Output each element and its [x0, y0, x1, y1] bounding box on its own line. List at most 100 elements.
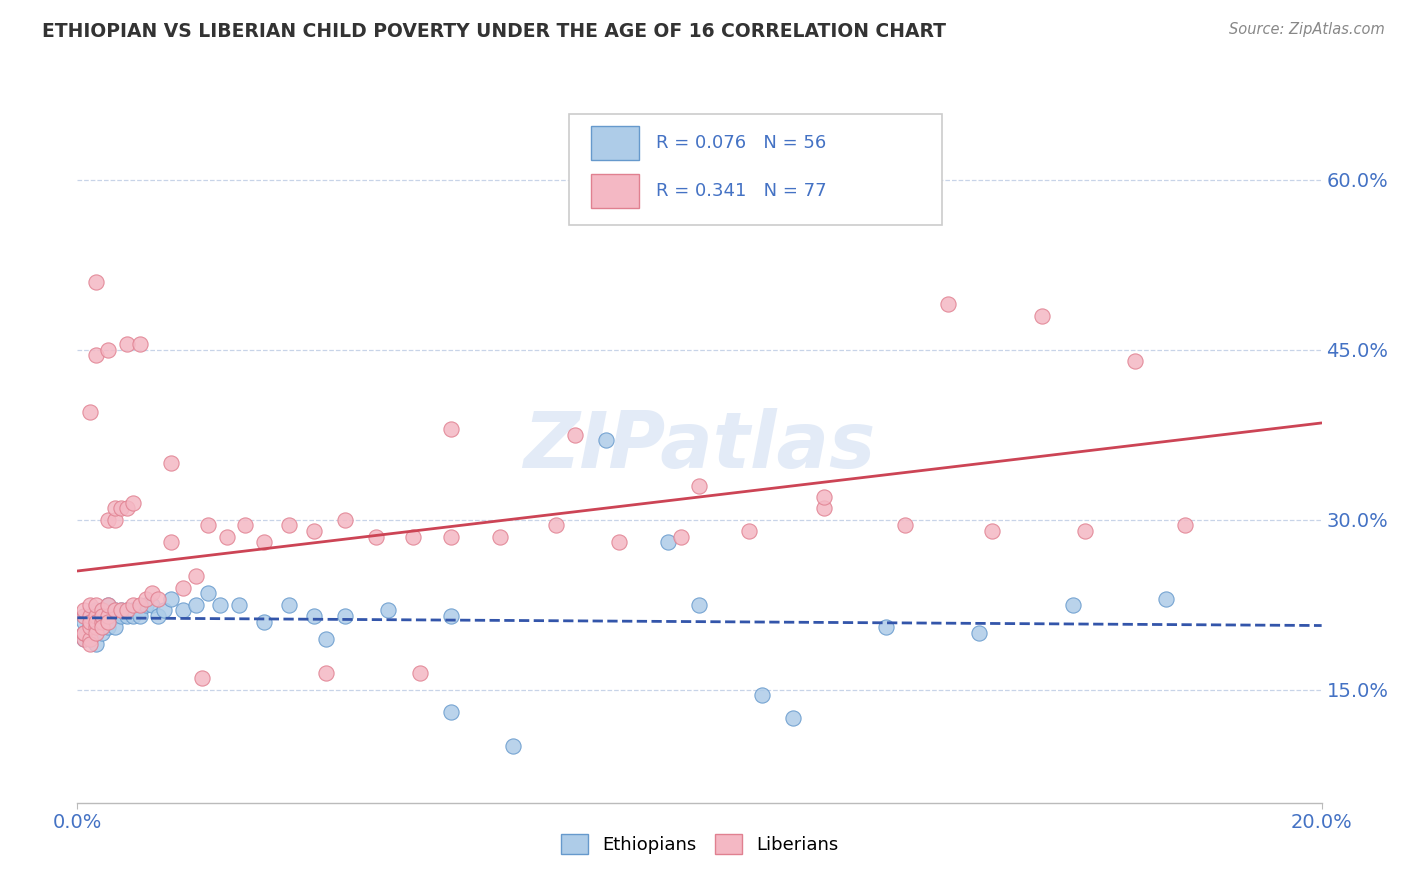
Point [104, 608, 127, 623]
Point [84, 275, 107, 289]
Point [172, 603, 194, 617]
Point [253, 535, 276, 549]
Point [91, 626, 114, 640]
Point [595, 434, 617, 448]
Point [141, 586, 163, 600]
Point [79, 608, 101, 623]
Point [135, 598, 157, 612]
Point [782, 711, 804, 725]
Point [91, 603, 114, 617]
Point [153, 603, 176, 617]
Point [115, 603, 138, 617]
Point [135, 591, 157, 606]
Point [228, 598, 250, 612]
Point [84, 615, 107, 629]
Text: R = 0.076   N = 56: R = 0.076 N = 56 [657, 134, 827, 152]
Point [440, 422, 463, 436]
Point [72, 603, 94, 617]
Point [607, 535, 630, 549]
Point [315, 665, 337, 680]
Point [159, 535, 181, 549]
Point [546, 518, 568, 533]
Point [97, 513, 120, 527]
Point [91, 603, 114, 617]
Point [72, 632, 94, 646]
Point [738, 524, 761, 538]
Point [72, 608, 94, 623]
Point [84, 603, 107, 617]
Point [1123, 354, 1146, 368]
Point [564, 427, 586, 442]
Point [159, 456, 181, 470]
Point [128, 608, 150, 623]
Point [1154, 591, 1177, 606]
Point [408, 665, 430, 680]
Point [91, 620, 114, 634]
Point [104, 603, 127, 617]
Point [79, 637, 101, 651]
Point [79, 608, 101, 623]
Point [1074, 524, 1097, 538]
Point [72, 608, 94, 623]
Point [302, 524, 325, 538]
Point [97, 608, 120, 623]
Point [502, 739, 524, 754]
Point [969, 626, 991, 640]
Point [115, 608, 138, 623]
Point [233, 518, 256, 533]
Point [84, 608, 107, 623]
Text: Source: ZipAtlas.com: Source: ZipAtlas.com [1229, 22, 1385, 37]
Point [813, 490, 835, 504]
Point [875, 620, 897, 634]
Point [669, 530, 692, 544]
Point [97, 615, 120, 629]
Point [79, 632, 101, 646]
Point [110, 501, 132, 516]
Point [148, 591, 170, 606]
Point [1062, 598, 1084, 612]
Point [84, 637, 107, 651]
Point [1031, 309, 1053, 323]
Point [197, 518, 219, 533]
Point [159, 591, 181, 606]
Point [689, 478, 711, 492]
Point [128, 337, 150, 351]
Point [813, 501, 835, 516]
Point [894, 518, 917, 533]
Point [1174, 518, 1197, 533]
Point [110, 608, 132, 623]
Point [148, 608, 170, 623]
Point [110, 603, 132, 617]
Point [84, 626, 107, 640]
Point [377, 603, 399, 617]
Text: ETHIOPIAN VS LIBERIAN CHILD POVERTY UNDER THE AGE OF 16 CORRELATION CHART: ETHIOPIAN VS LIBERIAN CHILD POVERTY UNDE… [42, 22, 946, 41]
Bar [592, 174, 638, 209]
Point [104, 620, 127, 634]
Point [91, 615, 114, 629]
Point [104, 513, 127, 527]
Point [122, 598, 145, 612]
Point [141, 598, 163, 612]
Point [440, 608, 463, 623]
Point [122, 603, 145, 617]
Point [91, 608, 114, 623]
Point [72, 632, 94, 646]
FancyBboxPatch shape [569, 114, 942, 225]
Point [333, 608, 356, 623]
Point [440, 705, 463, 719]
Point [128, 603, 150, 617]
Point [115, 501, 138, 516]
Point [209, 598, 232, 612]
Point [110, 603, 132, 617]
Point [115, 337, 138, 351]
Bar [592, 126, 638, 160]
Point [72, 626, 94, 640]
Point [97, 620, 120, 634]
Point [79, 620, 101, 634]
Point [253, 615, 276, 629]
Point [689, 598, 711, 612]
Point [315, 632, 337, 646]
Point [115, 603, 138, 617]
Point [277, 598, 299, 612]
Point [751, 688, 773, 702]
